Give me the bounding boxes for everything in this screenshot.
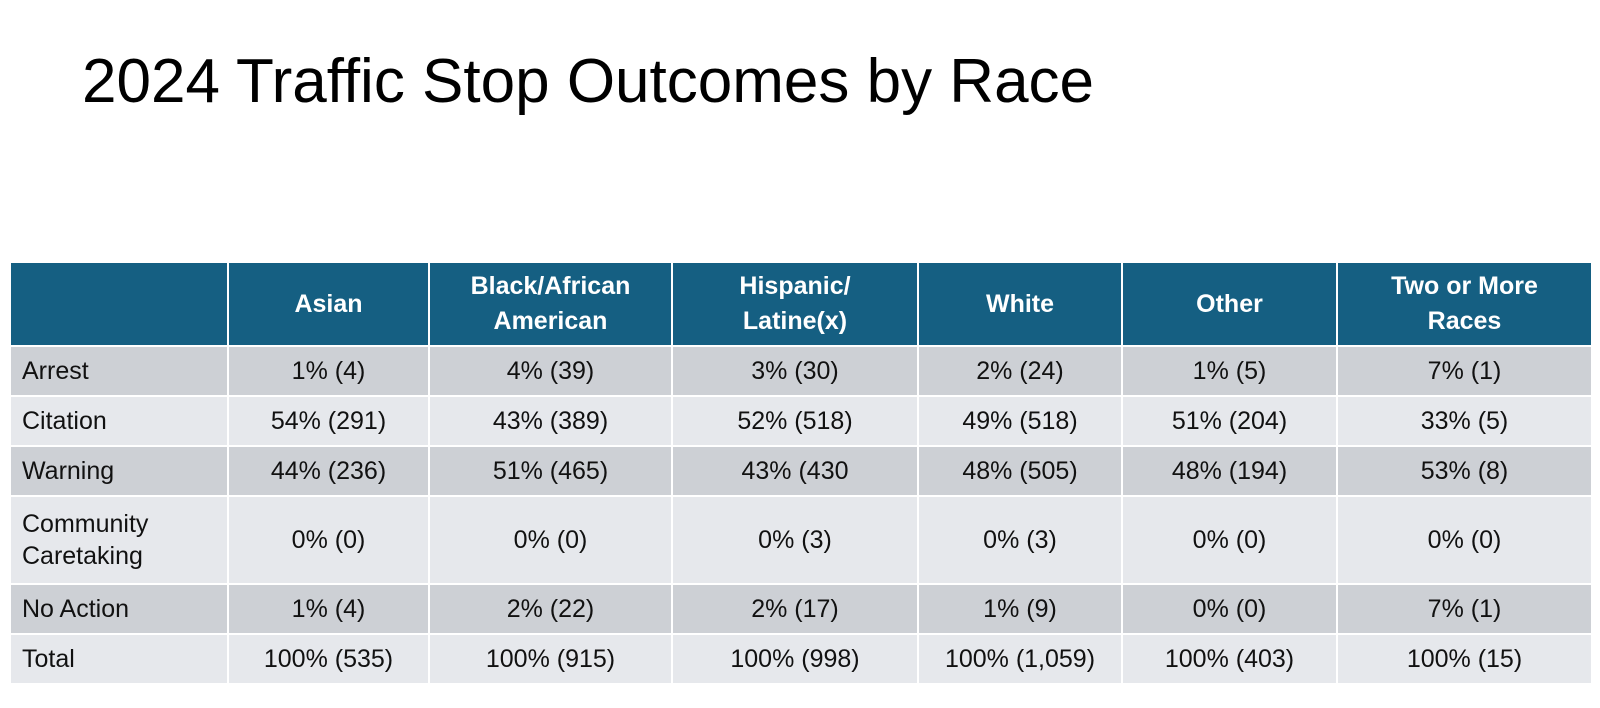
table-cell: 1% (9) — [917, 583, 1123, 635]
row-label: Total — [9, 633, 229, 685]
table-cell: 4% (39) — [428, 345, 673, 397]
table-cell: 100% (403) — [1121, 633, 1338, 685]
table-cell: 49% (518) — [917, 395, 1123, 447]
row-label-line: Community — [22, 510, 149, 538]
table-cell: 51% (465) — [428, 445, 673, 497]
column-header-white: White — [917, 261, 1123, 347]
row-label: No Action — [9, 583, 229, 635]
column-header-line: Latine(x) — [742, 307, 848, 335]
table-cell: 0% (0) — [1121, 583, 1338, 635]
header-row: Asian Black/African American Hispanic/Lat… — [9, 261, 1593, 347]
table-cell: 7% (1) — [1336, 345, 1593, 397]
table-cell: 1% (5) — [1121, 345, 1338, 397]
table-row-community-caretaking: Community Caretaking 0% (0) 0% (0) 0% (3)… — [9, 495, 1593, 585]
table-cell: 44% (236) — [227, 445, 430, 497]
column-header-line: American — [493, 307, 608, 335]
table-cell: 2% (17) — [671, 583, 919, 635]
column-header-line: White — [985, 289, 1055, 318]
column-header-black-african-american: Black/African American — [428, 261, 673, 347]
header-corner-cell — [9, 261, 229, 347]
table-row-warning: Warning 44% (236) 51% (465) 43% (430 48%… — [9, 445, 1593, 497]
table-header: Asian Black/African American Hispanic/Lat… — [9, 261, 1593, 347]
row-label: Citation — [9, 395, 229, 447]
table-cell: 100% (535) — [227, 633, 430, 685]
table-cell: 43% (389) — [428, 395, 673, 447]
table-cell: 48% (505) — [917, 445, 1123, 497]
table-cell: 0% (0) — [1121, 495, 1338, 585]
table-cell: 100% (998) — [671, 633, 919, 685]
table-cell: 48% (194) — [1121, 445, 1338, 497]
column-header-line: Two or More — [1391, 272, 1538, 300]
column-header-line: Black/African — [470, 272, 631, 300]
row-label: Warning — [9, 445, 229, 497]
table-cell: 100% (15) — [1336, 633, 1593, 685]
table-cell: 3% (30) — [671, 345, 919, 397]
table-body: Arrest 1% (4) 4% (39) 3% (30) 2% (24) 1%… — [9, 345, 1593, 685]
outcomes-table: Asian Black/African American Hispanic/Lat… — [9, 261, 1593, 685]
row-label: Arrest — [9, 345, 229, 397]
column-header-asian: Asian — [227, 261, 430, 347]
table-cell: 54% (291) — [227, 395, 430, 447]
table-cell: 2% (24) — [917, 345, 1123, 397]
table-cell: 0% (3) — [671, 495, 919, 585]
table-cell: 1% (4) — [227, 345, 430, 397]
row-label-line: Caretaking — [22, 542, 143, 570]
table-cell: 0% (0) — [1336, 495, 1593, 585]
column-header-other: Other — [1121, 261, 1338, 347]
table-cell: 2% (22) — [428, 583, 673, 635]
table-cell: 53% (8) — [1336, 445, 1593, 497]
outcomes-table-container: Asian Black/African American Hispanic/Lat… — [9, 261, 1593, 685]
table-row-no-action: No Action 1% (4) 2% (22) 2% (17) 1% (9) … — [9, 583, 1593, 635]
table-row-citation: Citation 54% (291) 43% (389) 52% (518) 4… — [9, 395, 1593, 447]
table-row-total: Total 100% (535) 100% (915) 100% (998) 1… — [9, 633, 1593, 685]
table-cell: 7% (1) — [1336, 583, 1593, 635]
table-row-arrest: Arrest 1% (4) 4% (39) 3% (30) 2% (24) 1%… — [9, 345, 1593, 397]
table-cell: 52% (518) — [671, 395, 919, 447]
table-cell: 0% (3) — [917, 495, 1123, 585]
column-header-hispanic-latinex: Hispanic/Latine(x) — [671, 261, 919, 347]
table-cell: 0% (0) — [227, 495, 430, 585]
column-header-line: Hispanic/ — [739, 272, 851, 300]
column-header-line: Races — [1427, 307, 1502, 335]
table-cell: 100% (1,059) — [917, 633, 1123, 685]
column-header-line: Asian — [294, 289, 363, 318]
row-label: Community Caretaking — [9, 495, 229, 585]
table-cell: 33% (5) — [1336, 395, 1593, 447]
column-header-line: Other — [1196, 289, 1263, 318]
slide-title: 2024 Traffic Stop Outcomes by Race — [82, 47, 1095, 116]
table-cell: 100% (915) — [428, 633, 673, 685]
table-cell: 43% (430 — [671, 445, 919, 497]
table-cell: 1% (4) — [227, 583, 430, 635]
table-cell: 51% (204) — [1121, 395, 1338, 447]
column-header-two-or-more-races: Two or More Races — [1336, 261, 1593, 347]
table-cell: 0% (0) — [428, 495, 673, 585]
